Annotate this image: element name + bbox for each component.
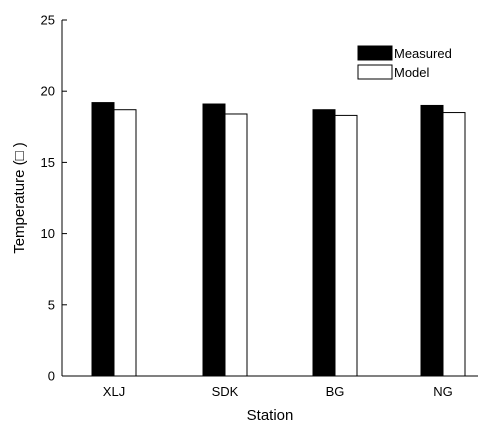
axes-group <box>61 20 478 377</box>
legend: Measured Model <box>357 45 452 80</box>
y-axis-title: Temperature (□ ) <box>11 142 28 254</box>
x-tick-label: SDK <box>212 384 239 399</box>
y-ticks-group: 0 5 10 15 20 25 <box>41 13 67 384</box>
y-tick-label: 5 <box>48 297 55 312</box>
bar-model-sdk <box>224 113 248 377</box>
legend-swatch-model <box>357 64 393 80</box>
bar-model-xlj <box>113 109 137 377</box>
bar-measured-bg <box>312 109 336 377</box>
bar-measured-sdk <box>202 103 226 377</box>
bar-model-ng <box>442 112 466 377</box>
x-axis-title: Station <box>247 407 294 423</box>
x-ticks-group: XLJ SDK BG NG <box>103 384 453 399</box>
legend-swatch-measured <box>357 45 393 61</box>
legend-label-model: Model <box>394 65 430 80</box>
bars-group <box>91 102 466 377</box>
y-tick-label: 15 <box>41 155 55 170</box>
x-tick-label: NG <box>433 384 453 399</box>
y-tick-label: 10 <box>41 226 55 241</box>
legend-label-measured: Measured <box>394 46 452 61</box>
bar-measured-xlj <box>91 102 115 377</box>
bar-measured-ng <box>420 104 444 377</box>
y-tick-label: 25 <box>41 13 55 28</box>
y-tick-label: 0 <box>48 369 55 384</box>
y-tick-label: 20 <box>41 84 55 99</box>
x-tick-label: XLJ <box>103 384 125 399</box>
bar-model-bg <box>334 114 358 377</box>
x-tick-label: BG <box>326 384 345 399</box>
